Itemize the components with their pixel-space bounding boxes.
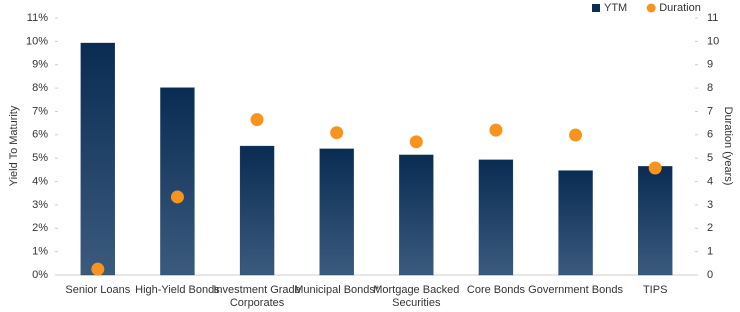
- y2-tick-label: 4: [707, 175, 713, 187]
- y-tick-label: 1%: [32, 246, 48, 258]
- y2-tick-label: 8: [707, 82, 713, 94]
- x-tick-label: Investment Grade Corporates: [213, 284, 300, 309]
- legend-label: YTM: [604, 2, 627, 14]
- bar: [399, 154, 434, 276]
- duration-point: [170, 190, 184, 204]
- duration-point: [91, 262, 105, 276]
- y-tick-label: 2%: [32, 222, 48, 234]
- bar: [478, 159, 514, 276]
- y-tick-label: 11%: [27, 12, 48, 24]
- y-axis-title: Yield To Maturity: [8, 105, 20, 186]
- legend-swatch: [646, 3, 656, 13]
- x-tick-label: Core Bonds: [467, 284, 526, 296]
- x-tick-label: Senior Loans: [65, 284, 130, 296]
- y2-tick-label: 0: [707, 269, 713, 281]
- y2-tick-label: 5: [707, 152, 713, 164]
- y2-tick-label: 7: [707, 105, 713, 117]
- bar: [558, 170, 593, 276]
- y-tick-label: 9%: [32, 59, 48, 71]
- legend-swatch: [592, 4, 600, 12]
- duration-point: [489, 123, 503, 137]
- bar: [239, 145, 275, 276]
- y-tick-label: 3%: [32, 199, 48, 211]
- y2-tick-label: 3: [707, 199, 713, 211]
- y-tick-label: 8%: [32, 82, 48, 94]
- y2-tick-label: 10: [707, 35, 719, 47]
- x-tick-label: TIPS: [643, 284, 667, 296]
- duration-point: [250, 113, 264, 127]
- duration-point: [330, 126, 344, 140]
- y2-tick-label: 11: [707, 12, 718, 24]
- y-tick-label: 7%: [32, 105, 48, 117]
- y2-tick-label: 6: [707, 129, 713, 141]
- y-tick-label: 4%: [32, 175, 48, 187]
- x-tick-label: Government Bonds: [528, 284, 623, 296]
- y2-tick-label: 9: [707, 59, 713, 71]
- bar: [319, 148, 354, 276]
- y2-axis-title: Duration (years): [722, 107, 734, 186]
- y2-tick-label: 2: [707, 222, 713, 234]
- bar: [80, 42, 115, 276]
- legend-label: Duration: [659, 2, 701, 14]
- duration-point: [648, 161, 662, 175]
- bar: [638, 166, 673, 276]
- y2-tick-label: 1: [707, 246, 713, 258]
- y-tick-label: 6%: [32, 129, 48, 141]
- x-tick-label: Mortgage Backed Securities: [373, 284, 459, 309]
- y-tick-label: 10%: [26, 35, 48, 47]
- y-tick-label: 5%: [32, 152, 48, 164]
- y-tick-label: 0%: [32, 269, 48, 281]
- duration-point: [569, 128, 583, 142]
- bar: [160, 87, 195, 276]
- x-tick-label: High-Yield Bonds: [135, 284, 220, 296]
- duration-point: [409, 135, 423, 149]
- x-tick-label: Municipal Bonds*: [294, 284, 380, 296]
